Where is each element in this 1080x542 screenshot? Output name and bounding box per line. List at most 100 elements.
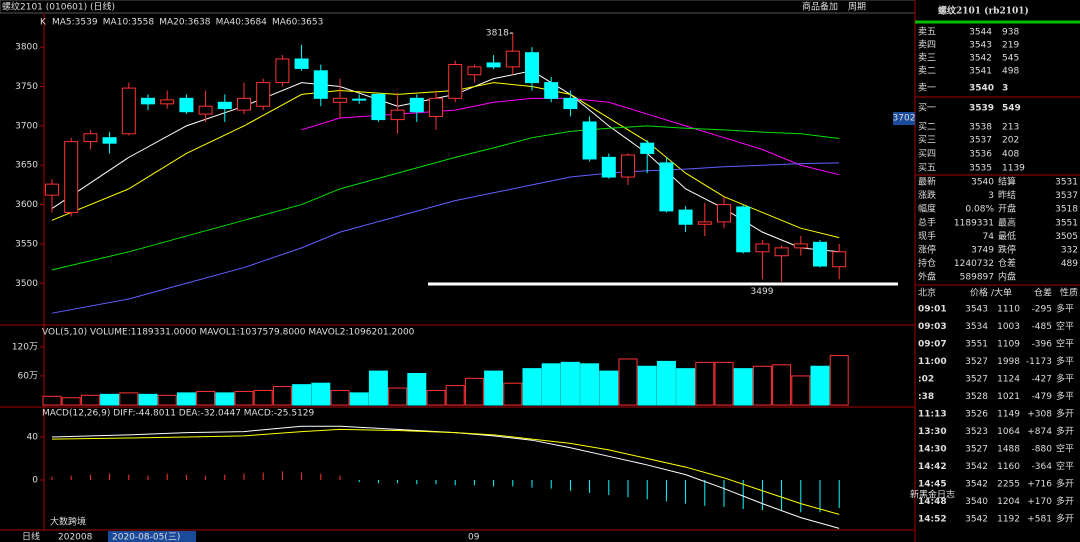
stat-label: 现手 (918, 230, 936, 242)
book-label: 卖四 (918, 40, 936, 51)
volume-bar (656, 360, 676, 406)
title-bar (0, 0, 916, 14)
trade-type: 多开 (1056, 425, 1074, 437)
stat-value: 3518 (1055, 205, 1078, 215)
book-price: 3535 (969, 164, 992, 174)
volume-bar (119, 392, 139, 406)
trade-price: 3551 (965, 340, 988, 350)
trade-price: 3542 (965, 515, 988, 525)
y-tick-label: 3650 (15, 161, 38, 171)
ma-label: MA10:3558 (103, 18, 155, 28)
book-label: 买四 (918, 149, 936, 160)
volume-bar (733, 368, 753, 406)
book-price: 3541 (969, 67, 992, 77)
trade-type: 多开 (1056, 408, 1074, 420)
watermark: 新黑金日志 (910, 489, 955, 501)
candle-body (198, 105, 213, 115)
link[interactable]: 周期 (848, 2, 866, 13)
stat-value: 3749 (971, 246, 994, 256)
volume-bar (599, 370, 619, 406)
volume-bar (61, 397, 81, 406)
stat-label: 内盘 (998, 271, 1016, 283)
candle-body (601, 156, 616, 178)
bottom-label: 09 (468, 533, 480, 542)
ma-line (51, 82, 840, 239)
stat-label: 涨跌 (918, 190, 936, 201)
trade-volume: 1064 (997, 427, 1020, 437)
stat-value: 3537 (1055, 191, 1078, 201)
stat-label: 开盘 (998, 203, 1016, 215)
watermark: 大数跨境 (50, 516, 86, 528)
trade-volume: 1160 (997, 462, 1020, 472)
trade-volume: 1003 (997, 322, 1020, 332)
candle-body (640, 142, 655, 154)
ma-label: MA5:3539 (52, 18, 98, 28)
candle-body (390, 109, 405, 121)
trade-time: 14:30 (918, 445, 947, 455)
trade-time: 11:00 (918, 357, 947, 367)
stat-label: 最低 (998, 230, 1016, 242)
panel-header: MACD(12,26,9) DIFF:-44.8011 DEA:-32.0447… (42, 409, 315, 419)
candle-body (717, 204, 731, 223)
ma-label: MA60:3653 (272, 18, 323, 28)
trade-time: 14:45 (918, 480, 947, 490)
candle-body (83, 133, 98, 143)
ma-label: MA40:3684 (216, 18, 268, 28)
trade-volume: 1110 (997, 305, 1020, 315)
book-label: 买二 (918, 122, 936, 133)
trade-price: 3542 (965, 480, 988, 490)
candle-body (582, 121, 597, 160)
y-tick-label: 3750 (15, 82, 38, 92)
candle-body (45, 183, 59, 196)
volume-bar (484, 370, 504, 406)
trade-price: 3523 (965, 427, 988, 437)
trade-type: 多平 (1056, 303, 1074, 315)
candle-body (678, 209, 693, 225)
trade-oi-change: +170 (1027, 497, 1052, 507)
trade-volume: 1998 (997, 357, 1020, 367)
candle-body (563, 97, 578, 110)
volume-bar (541, 363, 561, 406)
macd-line (51, 425, 840, 529)
trade-oi-change: -880 (1032, 445, 1053, 455)
candle-body (736, 206, 751, 253)
candle-body (141, 97, 155, 105)
trade-time: 14:42 (918, 462, 947, 472)
stat-label: 最高 (998, 216, 1016, 228)
date-box (108, 531, 196, 542)
trade-time: 14:48 (918, 497, 947, 507)
trade-time: 11:13 (918, 410, 947, 420)
trade-volume: 1204 (997, 497, 1020, 507)
trade-type: 多开 (1056, 513, 1074, 525)
trade-volume: 1021 (997, 392, 1020, 402)
volume-bar (676, 368, 696, 406)
trade-volume: 1149 (997, 410, 1020, 420)
trade-type: 多开 (1056, 495, 1074, 507)
book-volume: 498 (1002, 67, 1019, 77)
trade-oi-change: +874 (1027, 427, 1052, 437)
book-volume: 213 (1002, 123, 1019, 133)
volume-bar (580, 363, 600, 406)
volume-bar (695, 361, 715, 406)
trade-volume: 1192 (997, 515, 1020, 525)
stat-value: 332 (1061, 246, 1078, 256)
trade-volume: 1488 (997, 445, 1020, 455)
candle-body (121, 87, 136, 135)
volume-bar (349, 392, 369, 406)
y-tick-label: 40 (27, 432, 39, 442)
book-volume: 549 (1002, 104, 1021, 114)
indicator-label: K (40, 18, 47, 28)
volume-bar (176, 392, 196, 406)
candle-body (793, 243, 808, 249)
link[interactable]: 商品备加 (802, 1, 838, 13)
ma-label: MA20:3638 (159, 18, 211, 28)
volume-bar (810, 365, 830, 406)
candle-body (179, 97, 194, 113)
trade-type: 多平 (1056, 390, 1074, 402)
volume-bar (426, 389, 446, 406)
book-label: 卖二 (918, 66, 936, 77)
stat-value: 3505 (1055, 232, 1078, 242)
trade-type: 多平 (1056, 373, 1074, 385)
trade-price: 3540 (965, 497, 988, 507)
